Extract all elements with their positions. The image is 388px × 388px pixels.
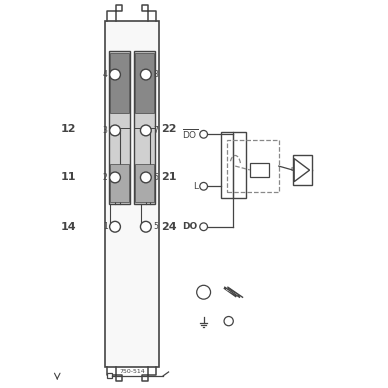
Text: 750-514: 750-514 xyxy=(120,369,145,374)
Circle shape xyxy=(224,317,233,326)
Text: 24: 24 xyxy=(161,222,177,232)
Circle shape xyxy=(197,285,211,299)
Circle shape xyxy=(140,69,151,80)
Text: 11: 11 xyxy=(61,171,76,182)
Circle shape xyxy=(200,130,208,138)
Bar xyxy=(106,21,159,367)
Bar xyxy=(111,164,129,203)
Text: 2: 2 xyxy=(103,173,108,182)
Text: 21: 21 xyxy=(161,171,177,182)
Bar xyxy=(111,53,129,113)
Text: 8: 8 xyxy=(153,70,158,79)
Circle shape xyxy=(110,172,120,183)
Text: Status: Status xyxy=(291,167,311,172)
Bar xyxy=(227,140,279,192)
Circle shape xyxy=(110,69,120,80)
Text: DO: DO xyxy=(183,222,198,231)
Circle shape xyxy=(140,172,151,183)
Text: 6: 6 xyxy=(153,173,158,182)
Text: 12: 12 xyxy=(61,124,76,134)
Circle shape xyxy=(110,125,120,136)
Bar xyxy=(221,132,246,198)
Bar xyxy=(109,52,130,204)
Text: 4: 4 xyxy=(103,70,108,79)
Text: L: L xyxy=(193,182,198,191)
Text: 14: 14 xyxy=(61,222,76,232)
Text: 7: 7 xyxy=(153,126,158,135)
Text: 5: 5 xyxy=(153,222,158,231)
Text: $\triangleright$: $\triangleright$ xyxy=(304,165,312,175)
Circle shape xyxy=(140,221,151,232)
Circle shape xyxy=(200,223,208,230)
Bar xyxy=(250,163,269,177)
Bar xyxy=(133,52,155,204)
Text: 3: 3 xyxy=(103,126,108,135)
Bar xyxy=(293,156,312,185)
Circle shape xyxy=(200,182,208,190)
Bar xyxy=(135,53,154,113)
Circle shape xyxy=(110,221,120,232)
Bar xyxy=(107,373,112,378)
Circle shape xyxy=(140,125,151,136)
Bar xyxy=(135,164,154,203)
Text: 1: 1 xyxy=(103,222,108,231)
Text: $\overline{\rm DO}$: $\overline{\rm DO}$ xyxy=(182,127,198,141)
Polygon shape xyxy=(294,159,310,182)
Text: 22: 22 xyxy=(161,124,177,134)
